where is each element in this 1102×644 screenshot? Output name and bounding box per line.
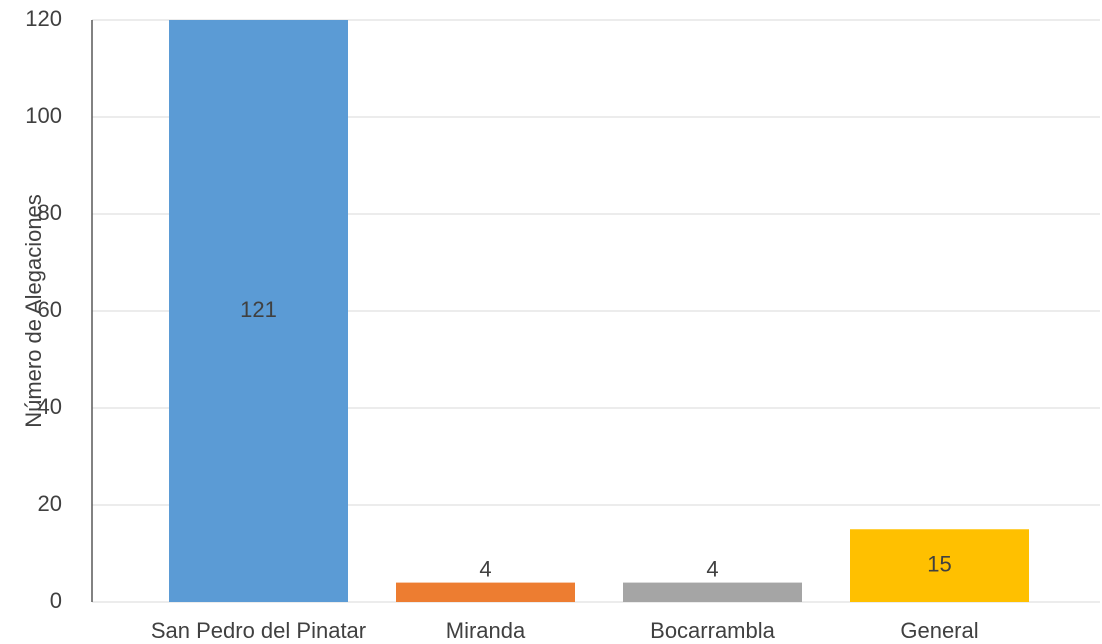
y-tick-label: 120 xyxy=(25,6,62,31)
data-label: 4 xyxy=(479,556,491,581)
y-axis-label: Número de Alegaciones xyxy=(21,194,46,428)
bar xyxy=(396,582,575,602)
x-tick-label: San Pedro del Pinatar xyxy=(151,618,366,643)
y-tick-label: 40 xyxy=(38,394,62,419)
y-tick-label: 60 xyxy=(38,297,62,322)
y-tick-label: 0 xyxy=(50,588,62,613)
x-tick-label: General xyxy=(900,618,978,643)
data-label: 15 xyxy=(927,551,951,576)
y-tick-label: 20 xyxy=(38,491,62,516)
data-label: 4 xyxy=(706,556,718,581)
x-tick-label: Miranda xyxy=(446,618,526,643)
data-label: 121 xyxy=(240,297,277,322)
bar xyxy=(623,582,802,602)
x-tick-label: Bocarrambla xyxy=(650,618,775,643)
bar xyxy=(850,529,1029,602)
bar xyxy=(169,20,348,602)
y-tick-label: 80 xyxy=(38,200,62,225)
y-tick-label: 100 xyxy=(25,103,62,128)
